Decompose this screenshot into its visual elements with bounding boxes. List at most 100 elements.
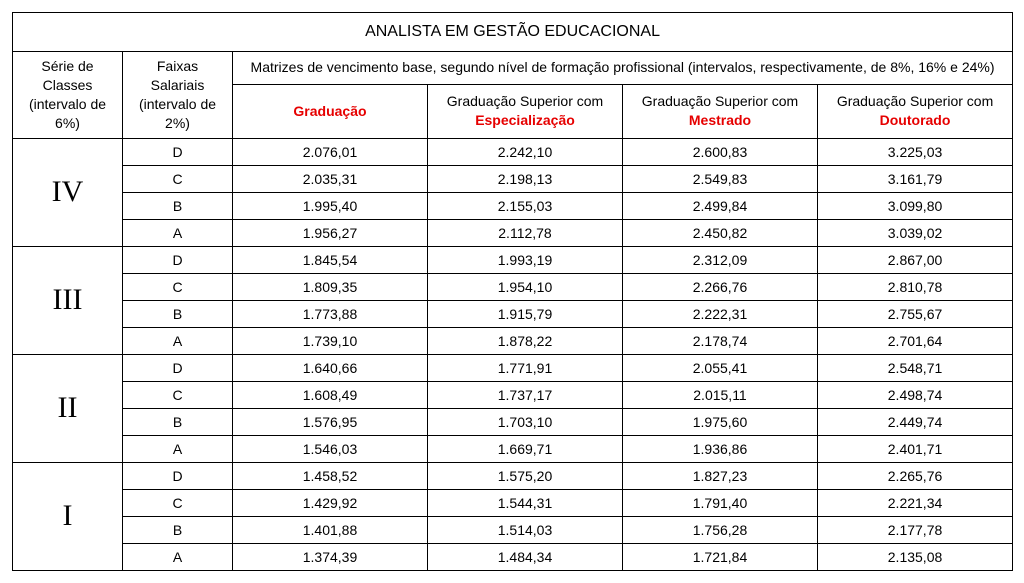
value-cell: 1.936,86 bbox=[623, 435, 818, 462]
value-cell: 1.544,31 bbox=[428, 489, 623, 516]
table-row: B 1.576,95 1.703,10 1.975,60 2.449,74 bbox=[13, 408, 1013, 435]
value-cell: 2.499,84 bbox=[623, 192, 818, 219]
table-row: A 1.956,27 2.112,78 2.450,82 3.039,02 bbox=[13, 219, 1013, 246]
table-row: B 1.773,88 1.915,79 2.222,31 2.755,67 bbox=[13, 300, 1013, 327]
faixa-cell: D bbox=[123, 246, 233, 273]
value-cell: 3.039,02 bbox=[818, 219, 1013, 246]
value-cell: 1.739,10 bbox=[233, 327, 428, 354]
table-row: III D 1.845,54 1.993,19 2.312,09 2.867,0… bbox=[13, 246, 1013, 273]
value-cell: 2.810,78 bbox=[818, 273, 1013, 300]
value-cell: 1.575,20 bbox=[428, 462, 623, 489]
col-doutorado: Graduação Superior com Doutorado bbox=[818, 84, 1013, 138]
table-row: IV D 2.076,01 2.242,10 2.600,83 3.225,03 bbox=[13, 138, 1013, 165]
value-cell: 1.608,49 bbox=[233, 381, 428, 408]
col-graduacao: Graduação bbox=[233, 84, 428, 138]
value-cell: 2.401,71 bbox=[818, 435, 1013, 462]
value-cell: 2.701,64 bbox=[818, 327, 1013, 354]
faixa-cell: D bbox=[123, 138, 233, 165]
faixa-cell: C bbox=[123, 273, 233, 300]
value-cell: 2.198,13 bbox=[428, 165, 623, 192]
col-mes-red: Mestrado bbox=[689, 112, 751, 128]
col-esp-pre: Graduação Superior com bbox=[447, 93, 603, 109]
faixa-cell: A bbox=[123, 327, 233, 354]
faixa-cell: B bbox=[123, 192, 233, 219]
value-cell: 3.099,80 bbox=[818, 192, 1013, 219]
col-dou-red: Doutorado bbox=[880, 112, 951, 128]
faixa-cell: C bbox=[123, 381, 233, 408]
col-mes-pre: Graduação Superior com bbox=[642, 93, 798, 109]
value-cell: 1.791,40 bbox=[623, 489, 818, 516]
value-cell: 2.222,31 bbox=[623, 300, 818, 327]
value-cell: 2.135,08 bbox=[818, 543, 1013, 570]
table-row: B 1.401,88 1.514,03 1.756,28 2.177,78 bbox=[13, 516, 1013, 543]
value-cell: 2.076,01 bbox=[233, 138, 428, 165]
value-cell: 1.878,22 bbox=[428, 327, 623, 354]
value-cell: 1.954,10 bbox=[428, 273, 623, 300]
value-cell: 1.576,95 bbox=[233, 408, 428, 435]
value-cell: 1.640,66 bbox=[233, 354, 428, 381]
table-row: A 1.739,10 1.878,22 2.178,74 2.701,64 bbox=[13, 327, 1013, 354]
value-cell: 2.177,78 bbox=[818, 516, 1013, 543]
faixa-cell: B bbox=[123, 408, 233, 435]
table-row: C 1.809,35 1.954,10 2.266,76 2.810,78 bbox=[13, 273, 1013, 300]
value-cell: 1.845,54 bbox=[233, 246, 428, 273]
value-cell: 2.178,74 bbox=[623, 327, 818, 354]
value-cell: 1.721,84 bbox=[623, 543, 818, 570]
value-cell: 1.484,34 bbox=[428, 543, 623, 570]
salary-table: ANALISTA EM GESTÃO EDUCACIONAL Série de … bbox=[12, 12, 1013, 571]
value-cell: 1.514,03 bbox=[428, 516, 623, 543]
col-graduacao-label: Graduação bbox=[293, 103, 366, 119]
header-serie: Série de Classes (intervalo de 6%) bbox=[13, 52, 123, 139]
table-row: B 1.995,40 2.155,03 2.499,84 3.099,80 bbox=[13, 192, 1013, 219]
table-title: ANALISTA EM GESTÃO EDUCACIONAL bbox=[13, 13, 1013, 52]
value-cell: 2.600,83 bbox=[623, 138, 818, 165]
value-cell: 1.703,10 bbox=[428, 408, 623, 435]
value-cell: 3.225,03 bbox=[818, 138, 1013, 165]
value-cell: 2.055,41 bbox=[623, 354, 818, 381]
faixa-cell: B bbox=[123, 516, 233, 543]
value-cell: 1.993,19 bbox=[428, 246, 623, 273]
value-cell: 1.401,88 bbox=[233, 516, 428, 543]
serie-label: II bbox=[13, 354, 123, 462]
value-cell: 2.548,71 bbox=[818, 354, 1013, 381]
table-row: C 1.429,92 1.544,31 1.791,40 2.221,34 bbox=[13, 489, 1013, 516]
table-row: C 1.608,49 1.737,17 2.015,11 2.498,74 bbox=[13, 381, 1013, 408]
value-cell: 1.956,27 bbox=[233, 219, 428, 246]
value-cell: 2.312,09 bbox=[623, 246, 818, 273]
col-esp-red: Especialização bbox=[475, 112, 575, 128]
value-cell: 1.827,23 bbox=[623, 462, 818, 489]
value-cell: 2.266,76 bbox=[623, 273, 818, 300]
serie-label: IV bbox=[13, 138, 123, 246]
value-cell: 1.756,28 bbox=[623, 516, 818, 543]
value-cell: 2.755,67 bbox=[818, 300, 1013, 327]
value-cell: 2.112,78 bbox=[428, 219, 623, 246]
table-row: I D 1.458,52 1.575,20 1.827,23 2.265,76 bbox=[13, 462, 1013, 489]
faixa-cell: A bbox=[123, 435, 233, 462]
serie-label: III bbox=[13, 246, 123, 354]
table-row: A 1.374,39 1.484,34 1.721,84 2.135,08 bbox=[13, 543, 1013, 570]
value-cell: 1.458,52 bbox=[233, 462, 428, 489]
col-dou-pre: Graduação Superior com bbox=[837, 93, 993, 109]
value-cell: 3.161,79 bbox=[818, 165, 1013, 192]
value-cell: 2.450,82 bbox=[623, 219, 818, 246]
value-cell: 1.809,35 bbox=[233, 273, 428, 300]
value-cell: 1.975,60 bbox=[623, 408, 818, 435]
value-cell: 2.221,34 bbox=[818, 489, 1013, 516]
value-cell: 2.035,31 bbox=[233, 165, 428, 192]
faixa-cell: D bbox=[123, 354, 233, 381]
table-row: C 2.035,31 2.198,13 2.549,83 3.161,79 bbox=[13, 165, 1013, 192]
faixa-cell: A bbox=[123, 543, 233, 570]
value-cell: 1.773,88 bbox=[233, 300, 428, 327]
value-cell: 2.867,00 bbox=[818, 246, 1013, 273]
serie-label: I bbox=[13, 462, 123, 570]
value-cell: 1.669,71 bbox=[428, 435, 623, 462]
value-cell: 2.498,74 bbox=[818, 381, 1013, 408]
value-cell: 2.015,11 bbox=[623, 381, 818, 408]
table-row: II D 1.640,66 1.771,91 2.055,41 2.548,71 bbox=[13, 354, 1013, 381]
value-cell: 2.155,03 bbox=[428, 192, 623, 219]
faixa-cell: C bbox=[123, 165, 233, 192]
faixa-cell: A bbox=[123, 219, 233, 246]
value-cell: 1.546,03 bbox=[233, 435, 428, 462]
value-cell: 2.242,10 bbox=[428, 138, 623, 165]
faixa-cell: C bbox=[123, 489, 233, 516]
